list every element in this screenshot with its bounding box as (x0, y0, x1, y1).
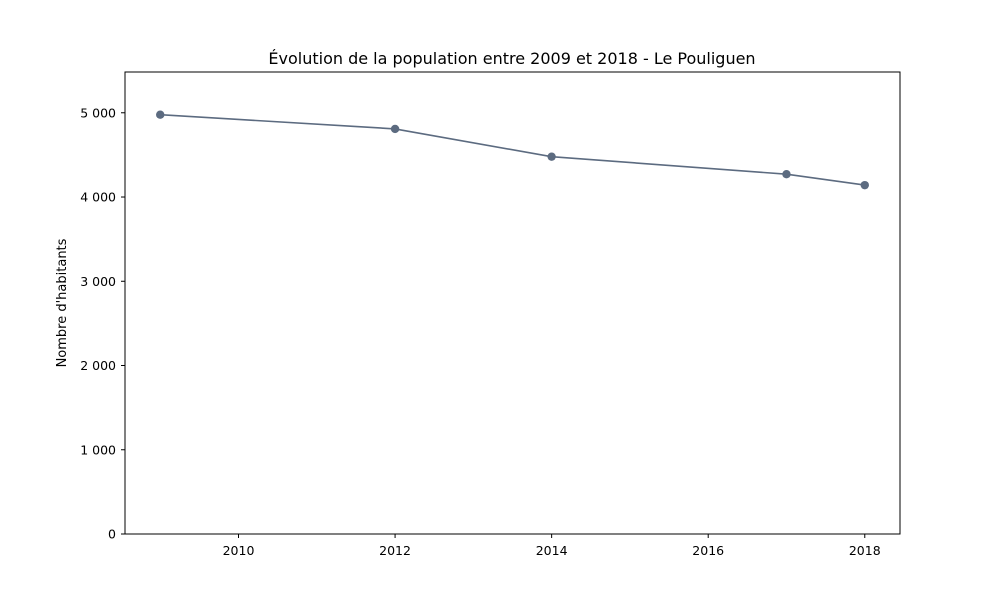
y-tick-label: 3 000 (80, 274, 116, 289)
x-tick-label: 2016 (692, 543, 724, 558)
y-tick-label: 5 000 (80, 105, 116, 120)
x-axis: 2010 2012 2014 2016 2018 (223, 534, 881, 558)
plot-series (156, 110, 869, 190)
x-tick-label: 2012 (379, 543, 411, 558)
data-point (782, 169, 791, 179)
y-tick-label: 1 000 (80, 442, 116, 457)
data-point (390, 124, 400, 134)
chart-title: Évolution de la population entre 2009 et… (268, 49, 755, 68)
data-point (156, 110, 165, 119)
x-tick-label: 2018 (849, 543, 881, 558)
y-tick-label: 0 (108, 527, 116, 542)
plot-area-frame (124, 71, 901, 535)
x-tick-label: 2014 (536, 543, 568, 558)
y-tick-label: 4 000 (80, 190, 116, 205)
series-line (160, 113, 865, 186)
data-point (547, 152, 556, 161)
data-point (860, 180, 869, 190)
y-tick-label: 2 000 (80, 358, 116, 373)
x-tick-label: 2010 (223, 543, 255, 558)
y-axis: 0 1 000 2 000 3 000 4 000 5 000 (80, 105, 125, 542)
y-axis-label: Nombre d'habitants (55, 238, 70, 367)
